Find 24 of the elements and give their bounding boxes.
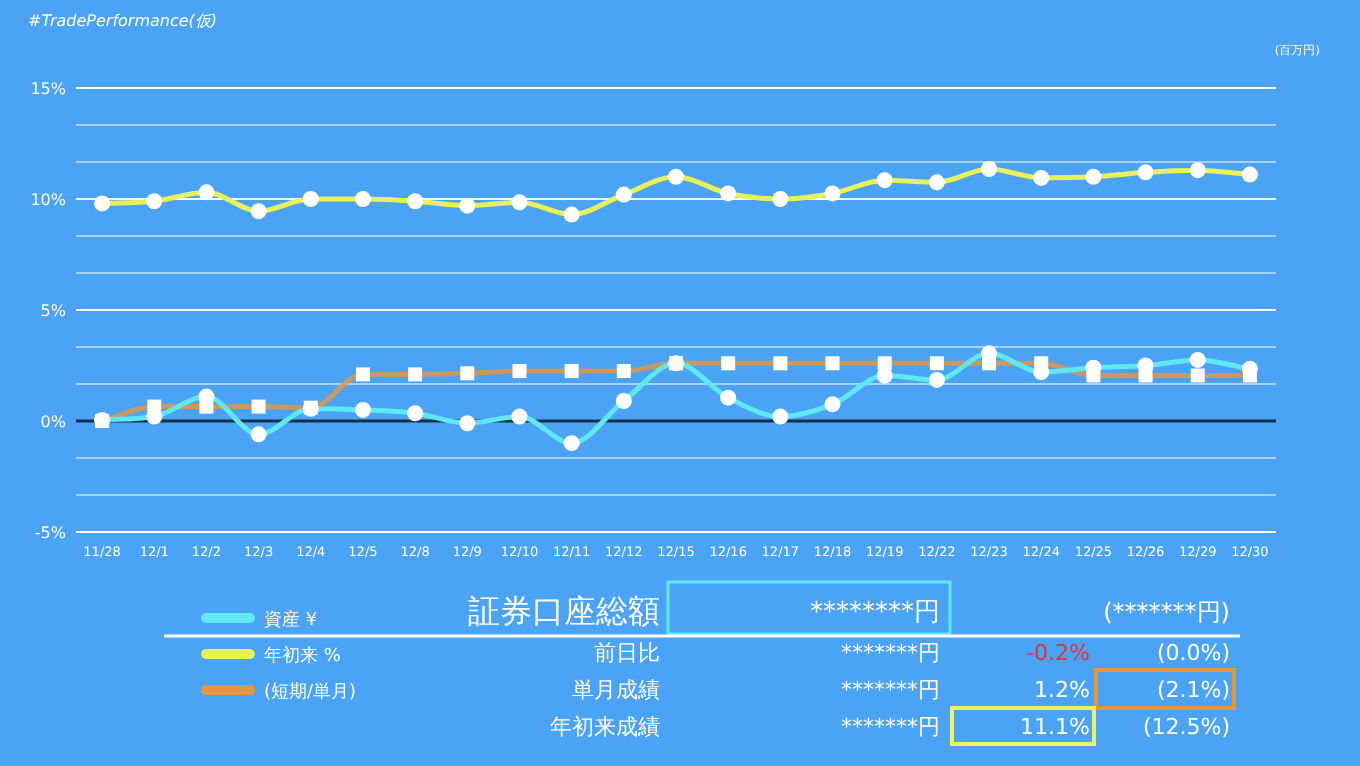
- text: ********円: [810, 598, 940, 628]
- legend-label: 年初来 %: [264, 645, 342, 667]
- chart-title: #TradePerformance(仮): [28, 12, 218, 30]
- text: 年初来成績: [550, 714, 660, 740]
- legend-label: (短期/単月): [264, 681, 357, 703]
- legend-label: 資産 ¥: [264, 609, 318, 631]
- text: -0.2%: [1026, 640, 1090, 666]
- text: 11.1%: [1020, 714, 1090, 740]
- text: (0.0%): [1156, 640, 1230, 666]
- text: (*******円): [1103, 598, 1230, 626]
- text: *******円: [841, 714, 940, 740]
- text: (12.5%): [1142, 714, 1230, 740]
- text: *******円: [841, 677, 940, 703]
- y-tick-label: 0%: [40, 413, 67, 431]
- text: *******円: [841, 640, 940, 666]
- y-tick-label: 15%: [30, 80, 67, 98]
- text: 単月成績: [572, 677, 660, 703]
- text: 証券口座総額: [468, 592, 660, 630]
- text: 前日比: [594, 640, 660, 666]
- y-tick-label: 5%: [40, 302, 67, 320]
- text: 1.2%: [1034, 677, 1090, 703]
- y-tick-label: 10%: [30, 191, 67, 209]
- text: (2.1%): [1156, 677, 1230, 703]
- y-tick-label: -5%: [34, 524, 67, 542]
